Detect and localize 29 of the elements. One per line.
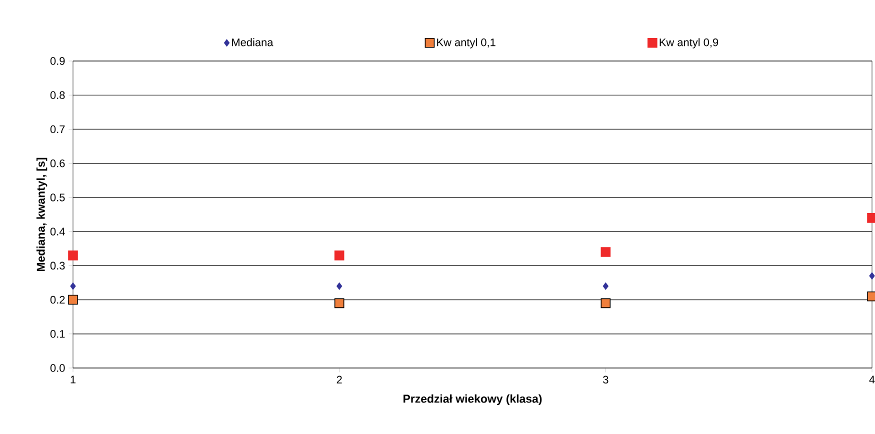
x-tick-label: 2	[336, 376, 342, 384]
point	[334, 298, 344, 308]
y-tick-label: 0.1	[50, 330, 65, 338]
y-tick-label: 0.0	[50, 364, 65, 372]
legend-label: Mediana	[232, 38, 274, 46]
y-tick-label: 0.3	[50, 262, 65, 270]
y-tick-label: 0.5	[50, 194, 65, 202]
point	[869, 272, 875, 280]
point	[600, 298, 611, 308]
x-tick-label: 1	[70, 376, 76, 384]
point	[600, 247, 611, 257]
legend-label: Kw antyl 0,1	[437, 38, 496, 48]
y-tick-label: 0.8	[50, 91, 65, 99]
legend-label: Kw antyl 0,9	[660, 38, 718, 48]
point	[602, 282, 608, 290]
x-axis-title: Przedział wiekowy (klasa)	[404, 394, 542, 406]
y-tick-label: 0.4	[50, 228, 65, 236]
point	[68, 250, 78, 260]
y-tick-label: 0.7	[50, 125, 65, 134]
point	[68, 294, 78, 305]
point	[336, 282, 342, 290]
point	[70, 282, 76, 290]
y-axis-title: Mediana, kwantyl, [s]	[36, 158, 48, 272]
point	[334, 250, 344, 260]
y-tick-label: 0.6	[50, 159, 65, 168]
x-tick-label: 4	[869, 376, 875, 384]
y-tick-label: 0.9	[50, 57, 65, 65]
y-tick-label: 0.2	[50, 296, 65, 304]
x-tick-label: 3	[603, 376, 608, 384]
